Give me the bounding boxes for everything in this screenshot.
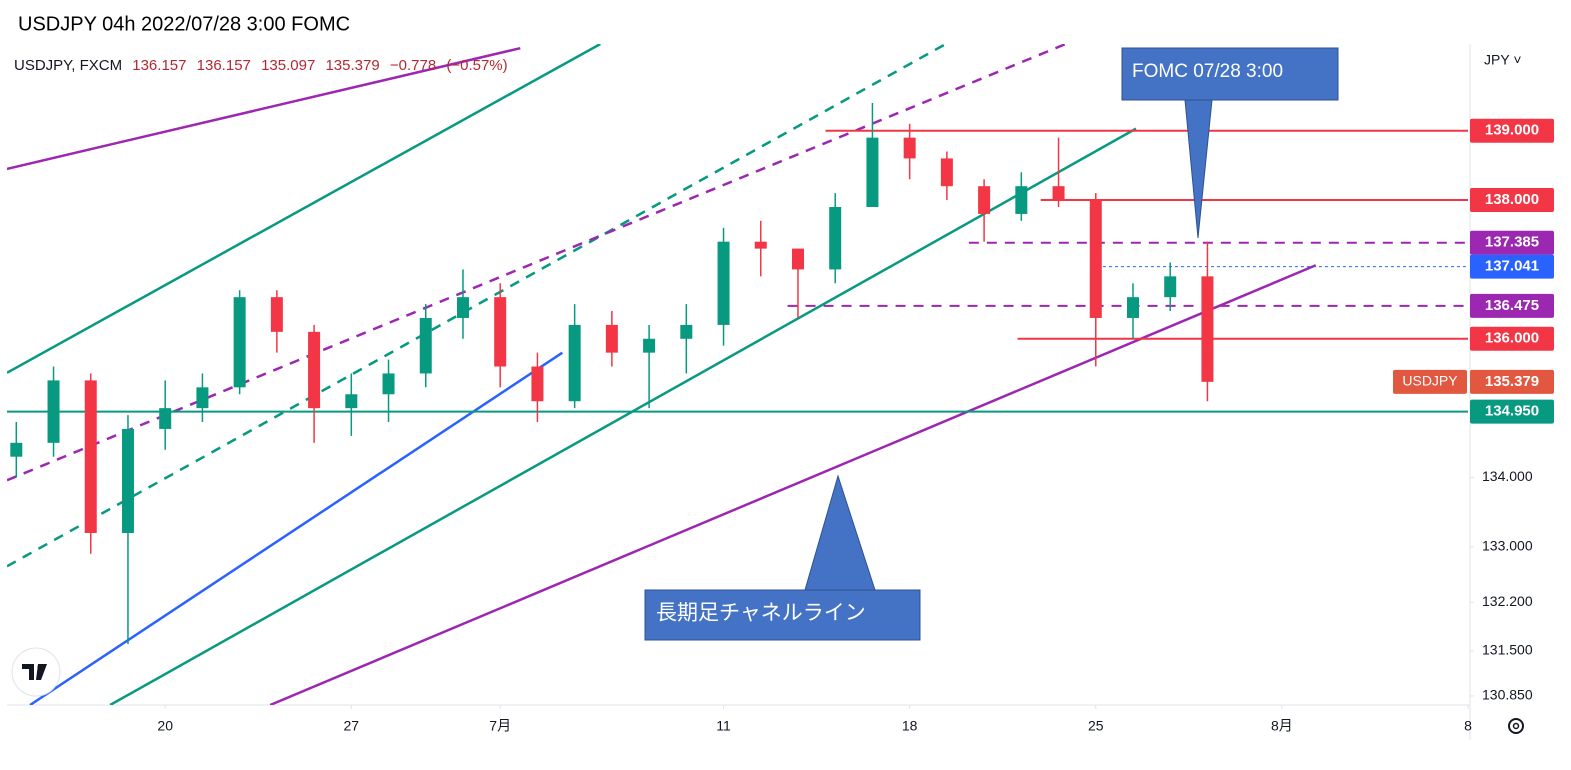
overlay: 20 27 7月 11 18 25 8月 8 134.000 133.000 132.200 131.… (157, 118, 1554, 734)
price-label: 135.379 (1485, 373, 1539, 390)
candle-body (345, 394, 358, 409)
logo-circle (11, 647, 61, 697)
trend-line (7, 46, 521, 171)
x-tick-label: 8月 (1271, 718, 1293, 734)
callout-text: FOMC 07/28 3:00 (1132, 61, 1283, 82)
plot (7, 44, 1468, 705)
price-label-box (1470, 188, 1554, 213)
candle-body (10, 442, 23, 457)
candle-body (1126, 297, 1139, 318)
candle-body (159, 408, 172, 429)
candle-body (121, 428, 134, 533)
callout-text: 長期足チャネルライン (656, 602, 866, 625)
price-label-box (1470, 293, 1554, 318)
price-label: 134.950 (1485, 403, 1539, 420)
candle-body (903, 137, 916, 159)
currency-menu[interactable]: JPY ˅ (1484, 52, 1522, 68)
candle-body (978, 186, 991, 214)
legend-open: 136.157 (132, 57, 186, 74)
candle-body (531, 366, 544, 402)
callout-box (1121, 47, 1339, 101)
price-label: 139.000 (1485, 122, 1539, 139)
page-title: USDJPY 04h 2022/07/28 3:00 FOMC (18, 13, 350, 35)
candle-body (456, 297, 469, 318)
price-label: 136.000 (1485, 330, 1539, 347)
x-tick-label: 25 (1088, 718, 1104, 734)
trend-line (7, 44, 1067, 482)
candle-body (419, 317, 432, 374)
y-tick-label: 134.000 (1482, 468, 1533, 484)
price-label-box (1470, 399, 1554, 424)
x-tick-label: 27 (344, 718, 360, 734)
symbol-tag-box (1393, 369, 1467, 394)
candle-body (308, 331, 321, 409)
symbol-tag: USDJPY (1402, 373, 1458, 389)
candle-body (754, 241, 767, 249)
y-tick-label: 133.000 (1482, 538, 1533, 554)
x-tick-label: 8 (1464, 718, 1472, 734)
y-tick-label: 132.200 (1482, 593, 1533, 609)
candle-body (829, 206, 842, 270)
candle-body (940, 158, 953, 187)
price-label: 137.041 (1485, 258, 1539, 275)
candle-body (680, 324, 693, 339)
legend: USDJPY, FXCM 136.157 136.157 135.097 135… (14, 57, 508, 74)
price-label-box (1470, 230, 1554, 255)
candle-body (605, 324, 618, 353)
price-label-box (1470, 254, 1554, 279)
logo-dot (37, 664, 43, 670)
legend-change: −0.778 (390, 57, 436, 74)
x-tick-label: 20 (157, 718, 173, 734)
candle-body (1089, 200, 1102, 318)
legend-change-pct: (−0.57%) (446, 57, 507, 74)
candle-body (84, 380, 97, 533)
legend-high: 136.157 (197, 57, 251, 74)
gear-hub (1512, 722, 1520, 730)
candle-body (1052, 186, 1065, 201)
tv-logo[interactable] (11, 647, 61, 697)
candle-body (1201, 276, 1214, 382)
candle-body (270, 297, 283, 332)
candle-body (47, 380, 60, 443)
candle-body (717, 241, 730, 325)
candle-body (196, 387, 209, 409)
callout-box (644, 589, 921, 641)
x-tick-label: 7月 (489, 718, 511, 734)
price-label: 138.000 (1485, 191, 1539, 208)
candle-body (866, 137, 879, 207)
x-tick-label: 18 (902, 718, 918, 734)
legend-symbol: USDJPY, FXCM (14, 57, 122, 74)
candle-body (568, 324, 581, 402)
candle-body (643, 338, 656, 353)
price-label-box (1470, 118, 1554, 143)
trend-line (7, 44, 601, 374)
gear-ring (1508, 718, 1524, 734)
settings-gear[interactable] (1508, 718, 1524, 734)
price-label-box (1470, 369, 1554, 394)
candle-body (494, 297, 507, 367)
candle-body (382, 373, 395, 395)
price-label-box (1470, 326, 1554, 351)
y-tick-label: 130.850 (1482, 687, 1533, 703)
candle-body (791, 248, 804, 270)
legend-low: 135.097 (261, 57, 315, 74)
price-label: 136.475 (1485, 297, 1539, 314)
x-tick-label: 11 (716, 718, 731, 734)
trend-line (109, 127, 1137, 705)
candle-body (233, 297, 246, 388)
y-tick-label: 131.500 (1482, 642, 1533, 658)
candle-body (1164, 276, 1177, 298)
legend-close: 135.379 (325, 57, 379, 74)
candle-body (1015, 186, 1028, 214)
price-label: 137.385 (1485, 234, 1539, 251)
